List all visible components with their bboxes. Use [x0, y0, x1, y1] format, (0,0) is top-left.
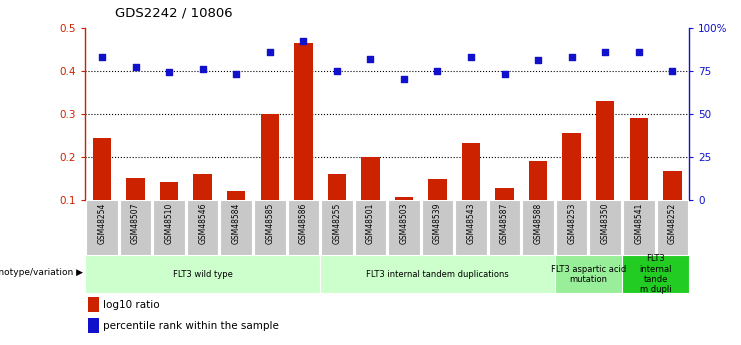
Point [264, 49, 276, 55]
Text: GSM48507: GSM48507 [131, 203, 140, 244]
Point [230, 71, 242, 77]
Bar [227, 190, 245, 200]
Bar [622, 255, 689, 293]
Bar [630, 118, 648, 200]
Bar [388, 200, 419, 255]
Text: GSM48255: GSM48255 [333, 203, 342, 244]
Bar [529, 161, 548, 200]
Text: FLT3 internal tandem duplications: FLT3 internal tandem duplications [366, 270, 509, 279]
Text: FLT3 aspartic acid
mutation: FLT3 aspartic acid mutation [551, 265, 626, 284]
Bar [85, 255, 320, 293]
Bar [187, 200, 219, 255]
Bar [657, 200, 688, 255]
Text: GSM48539: GSM48539 [433, 203, 442, 244]
Point [532, 58, 544, 63]
Bar [489, 200, 520, 255]
Text: percentile rank within the sample: percentile rank within the sample [103, 321, 279, 331]
Point [331, 68, 343, 73]
Bar [321, 200, 353, 255]
Text: GSM48510: GSM48510 [165, 203, 173, 244]
Text: FLT3
internal
tande
m dupli: FLT3 internal tande m dupli [639, 254, 672, 294]
Text: genotype/variation ▶: genotype/variation ▶ [0, 268, 83, 277]
Bar [496, 188, 514, 200]
Point [499, 71, 511, 77]
Bar [88, 297, 99, 312]
Bar [254, 200, 285, 255]
Point [666, 68, 678, 73]
Bar [320, 255, 555, 293]
Bar [88, 318, 99, 333]
Point [130, 65, 142, 70]
Text: GSM48252: GSM48252 [668, 203, 677, 244]
Bar [288, 200, 319, 255]
Bar [220, 200, 252, 255]
Bar [596, 101, 614, 200]
Text: GSM48588: GSM48588 [534, 203, 542, 244]
Text: GDS2242 / 10806: GDS2242 / 10806 [116, 7, 233, 20]
Point [365, 56, 376, 61]
Text: log10 ratio: log10 ratio [103, 300, 160, 310]
Bar [328, 174, 346, 200]
Point [96, 54, 108, 60]
Point [465, 54, 477, 60]
Bar [126, 178, 144, 200]
Text: GSM48254: GSM48254 [98, 203, 107, 244]
Point [599, 49, 611, 55]
Point [163, 70, 175, 75]
Point [566, 54, 578, 60]
Bar [428, 179, 447, 200]
Bar [555, 255, 622, 293]
Text: GSM48501: GSM48501 [366, 203, 375, 244]
Bar [193, 174, 212, 200]
Text: GSM48253: GSM48253 [567, 203, 576, 244]
Bar [261, 114, 279, 200]
Text: GSM48503: GSM48503 [399, 203, 408, 244]
Bar [120, 200, 151, 255]
Bar [361, 157, 379, 200]
Text: GSM48587: GSM48587 [500, 203, 509, 244]
Bar [663, 171, 682, 200]
Text: GSM48585: GSM48585 [265, 203, 274, 244]
Point [196, 66, 208, 72]
Bar [160, 181, 179, 200]
Point [431, 68, 443, 73]
Bar [355, 200, 386, 255]
Text: FLT3 wild type: FLT3 wild type [173, 270, 233, 279]
Text: GSM48586: GSM48586 [299, 203, 308, 244]
Text: GSM48541: GSM48541 [634, 203, 643, 244]
Bar [455, 200, 487, 255]
Bar [462, 143, 480, 200]
Bar [93, 138, 111, 200]
Bar [556, 200, 588, 255]
Text: GSM48350: GSM48350 [601, 203, 610, 244]
Bar [522, 200, 554, 255]
Bar [294, 43, 313, 200]
Text: GSM48543: GSM48543 [467, 203, 476, 244]
Bar [623, 200, 654, 255]
Point [633, 49, 645, 55]
Bar [153, 200, 185, 255]
Bar [590, 200, 621, 255]
Bar [422, 200, 453, 255]
Point [297, 39, 309, 44]
Text: GSM48546: GSM48546 [198, 203, 207, 244]
Text: GSM48584: GSM48584 [232, 203, 241, 244]
Point [398, 77, 410, 82]
Bar [395, 197, 413, 200]
Bar [562, 133, 581, 200]
Bar [86, 200, 118, 255]
